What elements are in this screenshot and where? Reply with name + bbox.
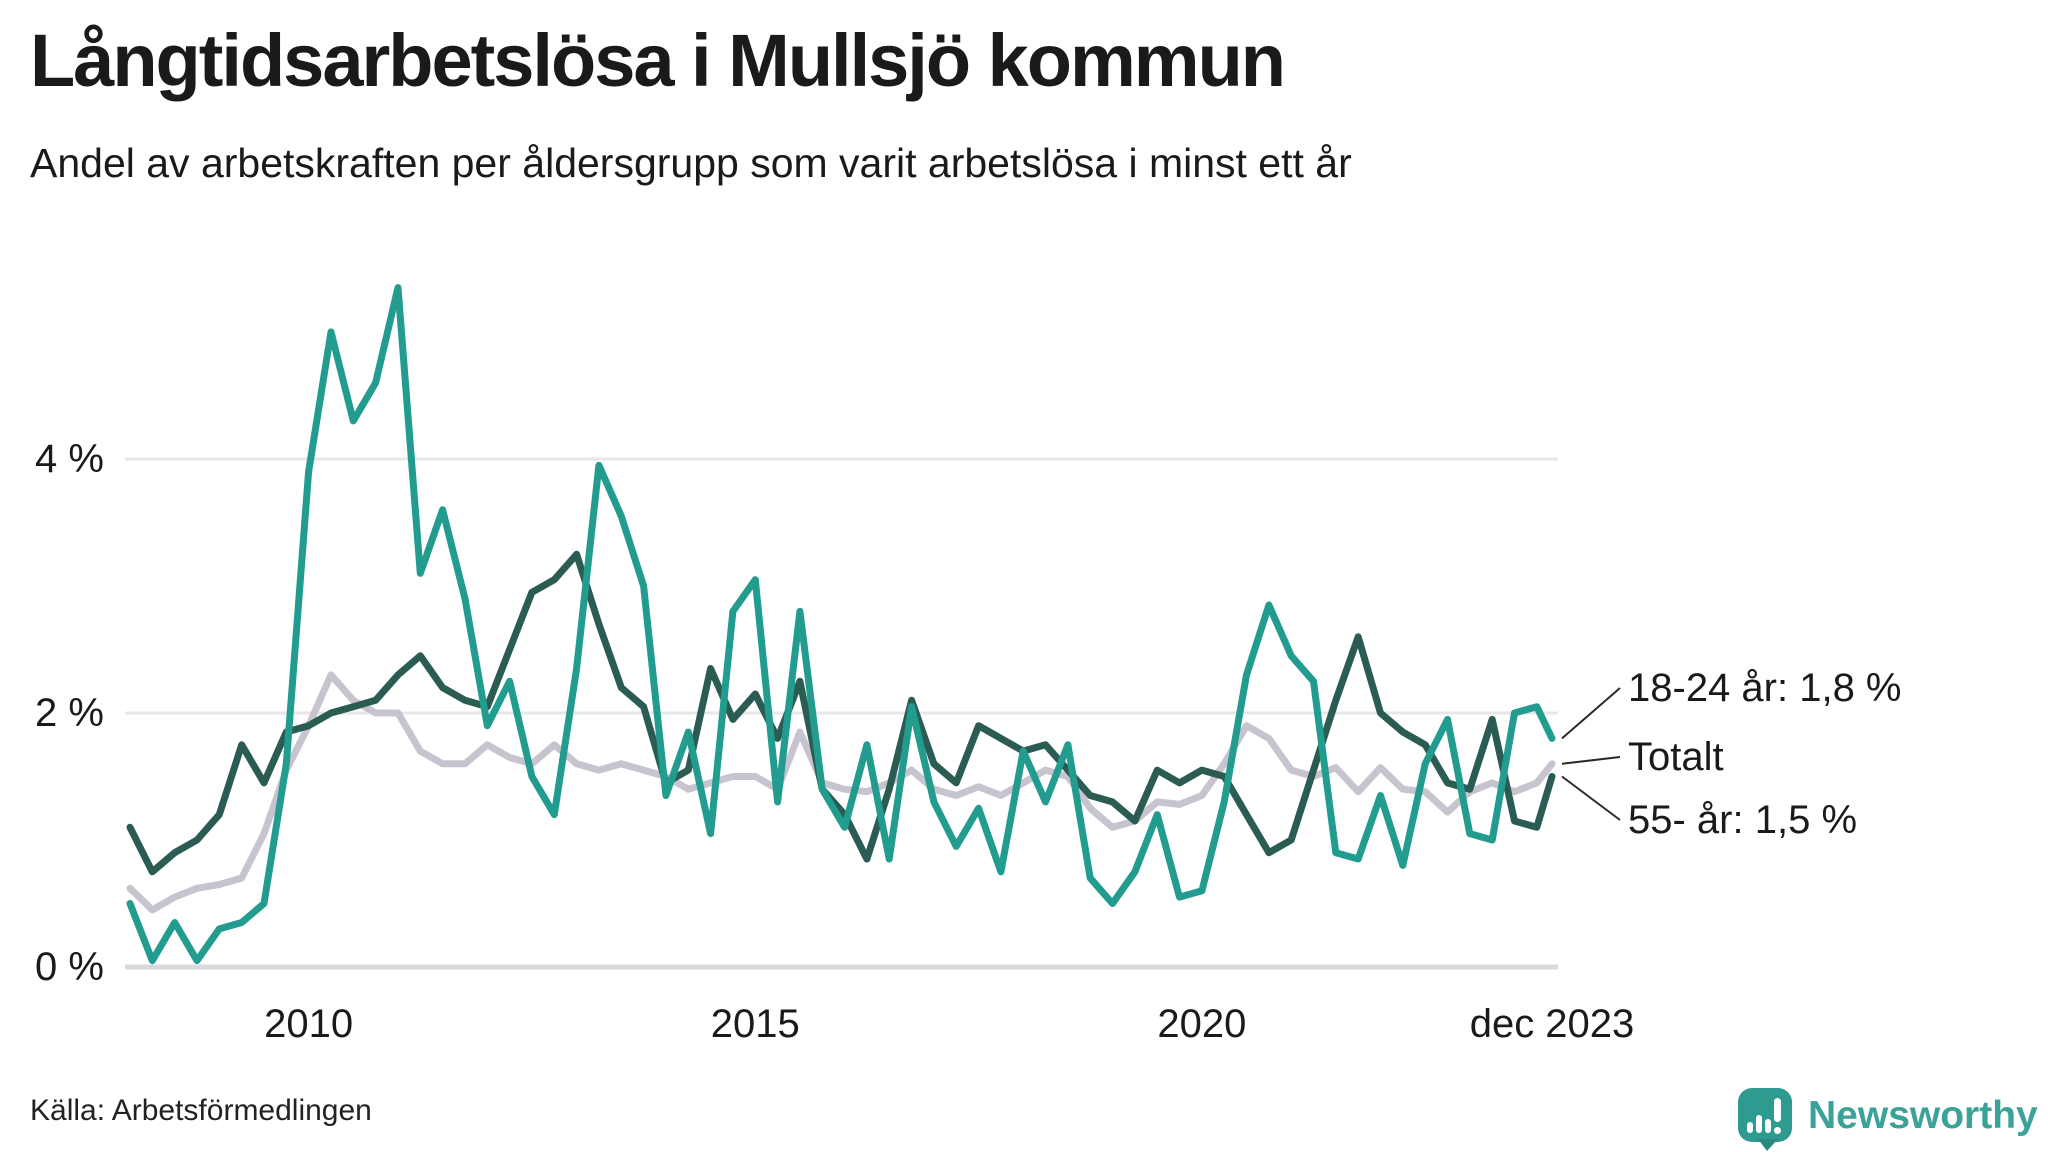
source-note: Källa: Arbetsförmedlingen xyxy=(30,1094,372,1127)
series-end-label: 18-24 år: 1,8 % xyxy=(1628,666,1902,710)
y-tick-label: 4 % xyxy=(35,437,104,481)
y-tick-label: 2 % xyxy=(35,691,104,735)
newsworthy-wordmark: Newsworthy xyxy=(1808,1094,2038,1137)
chart-subtitle: Andel av arbetskraften per åldersgrupp s… xyxy=(30,140,1352,186)
newsworthy-bubble-chart-icon xyxy=(1738,1088,1792,1151)
y-tick-label: 0 % xyxy=(35,945,104,989)
x-tick-label: 2020 xyxy=(1157,1002,1247,1046)
series-line-totalt xyxy=(126,671,1556,914)
x-tick-label: dec 2023 xyxy=(1469,1002,1635,1046)
series-end-label: 55- år: 1,5 % xyxy=(1628,798,1858,842)
page-title: Långtidsarbetslösa i Mullsjö kommun xyxy=(30,19,1286,102)
x-tick-label: 2010 xyxy=(264,1002,354,1046)
annotation-connector xyxy=(1561,775,1621,821)
x-tick-label: 2015 xyxy=(710,1002,800,1046)
newsworthy-logo: Newsworthy xyxy=(1736,1086,2038,1152)
series-end-label: Totalt xyxy=(1628,735,1724,779)
annotation-connector xyxy=(1561,687,1621,740)
annotation-connector xyxy=(1561,756,1621,765)
series-line-18-24-r xyxy=(126,284,1556,965)
